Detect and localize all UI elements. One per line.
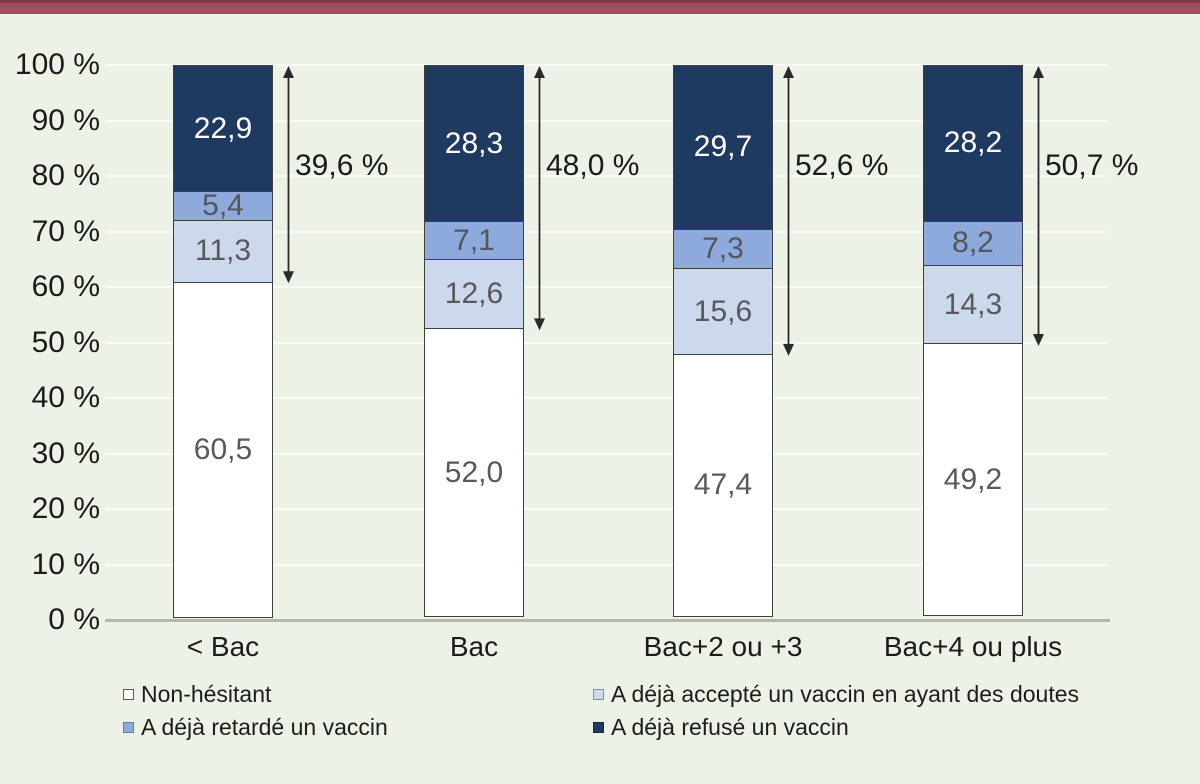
legend-label: Non-hésitant: [141, 681, 272, 707]
bar-segment: 11,3: [173, 220, 273, 283]
legend-item: A déjà accepté un vaccin en ayant des do…: [593, 681, 1079, 708]
bar-segment: 60,5: [173, 281, 273, 618]
legend-label: A déjà refusé un vaccin: [611, 714, 849, 740]
gridline: [105, 508, 1108, 510]
y-axis-tick-label: 60 %: [31, 270, 100, 303]
bar-segment: 7,3: [673, 228, 773, 270]
bar-segment: 5,4: [173, 191, 273, 222]
y-axis-tick-label: 70 %: [31, 214, 100, 248]
hesitancy-total-annotation: 39,6 %: [295, 149, 389, 182]
bar-segment: 8,2: [923, 220, 1023, 266]
gridline: [105, 230, 1108, 233]
stacked-bar-3: 29,7 7,3 15,6 47,4: [673, 65, 773, 620]
legend-label: A déjà retardé un vaccin: [141, 714, 388, 740]
y-axis-tick-label: 50 %: [31, 325, 100, 359]
bar-segment: 47,4: [673, 353, 773, 617]
y-axis-tick-label: 100 %: [14, 48, 100, 81]
gridline: [105, 286, 1108, 288]
bar-segment: 22,9: [173, 65, 273, 193]
gridline: [105, 341, 1108, 344]
bar-segment: 12,6: [424, 259, 524, 330]
gridline: [105, 119, 1108, 122]
bar-segment: 14,3: [923, 265, 1023, 345]
legend-swatch-icon: [593, 722, 604, 733]
y-axis-tick-label: 0 %: [48, 603, 100, 636]
arrowhead-down-icon: [283, 271, 294, 284]
legend-item: A déjà refusé un vaccin: [593, 714, 849, 741]
legend-swatch-icon: [123, 689, 134, 700]
arrowhead-down-icon: [534, 318, 545, 331]
stacked-bar-1: 22,9 5,4 11,3 60,5: [173, 65, 273, 620]
bar-segment: 49,2: [923, 343, 1023, 617]
legend-item: A déjà retardé un vaccin: [123, 714, 388, 741]
y-axis-tick-label: 80 %: [31, 159, 100, 192]
bar-segment: 29,7: [673, 65, 773, 230]
stacked-bar-4: 28,2 8,2 14,3 49,2: [923, 65, 1023, 620]
y-axis-tick-label: 90 %: [31, 103, 100, 137]
gridline: [105, 397, 1108, 399]
arrowhead-up-icon: [283, 66, 294, 78]
arrowhead-up-icon: [1033, 66, 1044, 78]
gridline: [105, 175, 1108, 177]
hesitancy-total-annotation: 50,7 %: [1045, 149, 1139, 182]
gridline: [105, 563, 1108, 566]
hesitancy-total-annotation: 52,6 %: [795, 149, 889, 182]
x-axis-category-label: Bac+2 ou +3: [643, 631, 803, 662]
x-axis-category-label: Bac: [449, 631, 499, 662]
y-axis-tick-label: 20 %: [31, 492, 100, 525]
bar-segment: 52,0: [424, 328, 524, 617]
gridline: [105, 452, 1108, 455]
legend-label: A déjà accepté un vaccin en ayant des do…: [611, 681, 1079, 707]
bar-segment: 28,2: [923, 65, 1023, 222]
legend-swatch-icon: [123, 722, 134, 733]
arrowhead-down-icon: [1033, 333, 1044, 346]
arrowhead-down-icon: [783, 343, 794, 356]
arrowhead-up-icon: [783, 66, 794, 78]
bar-segment: 28,3: [424, 65, 524, 223]
arrowhead-up-icon: [534, 66, 545, 78]
bar-segment: 15,6: [673, 268, 773, 355]
x-axis-category-label: < Bac: [186, 631, 260, 662]
hesitancy-total-annotation: 48,0 %: [546, 149, 640, 182]
y-axis-tick-label: 40 %: [31, 381, 100, 414]
stacked-bar-2: 28,3 7,1 12,6 52,0: [424, 65, 524, 620]
x-axis-line: [105, 619, 1110, 622]
x-axis-category-label: Bac+4 ou plus: [883, 631, 1063, 662]
y-axis-tick-label: 30 %: [31, 436, 100, 470]
gridline: [105, 64, 1108, 66]
bar-segment: 7,1: [424, 221, 524, 261]
legend-item: Non-hésitant: [123, 681, 271, 708]
legend-swatch-icon: [593, 689, 604, 700]
y-axis-tick-label: 10 %: [31, 547, 100, 581]
top-accent-bar: [0, 0, 1200, 14]
